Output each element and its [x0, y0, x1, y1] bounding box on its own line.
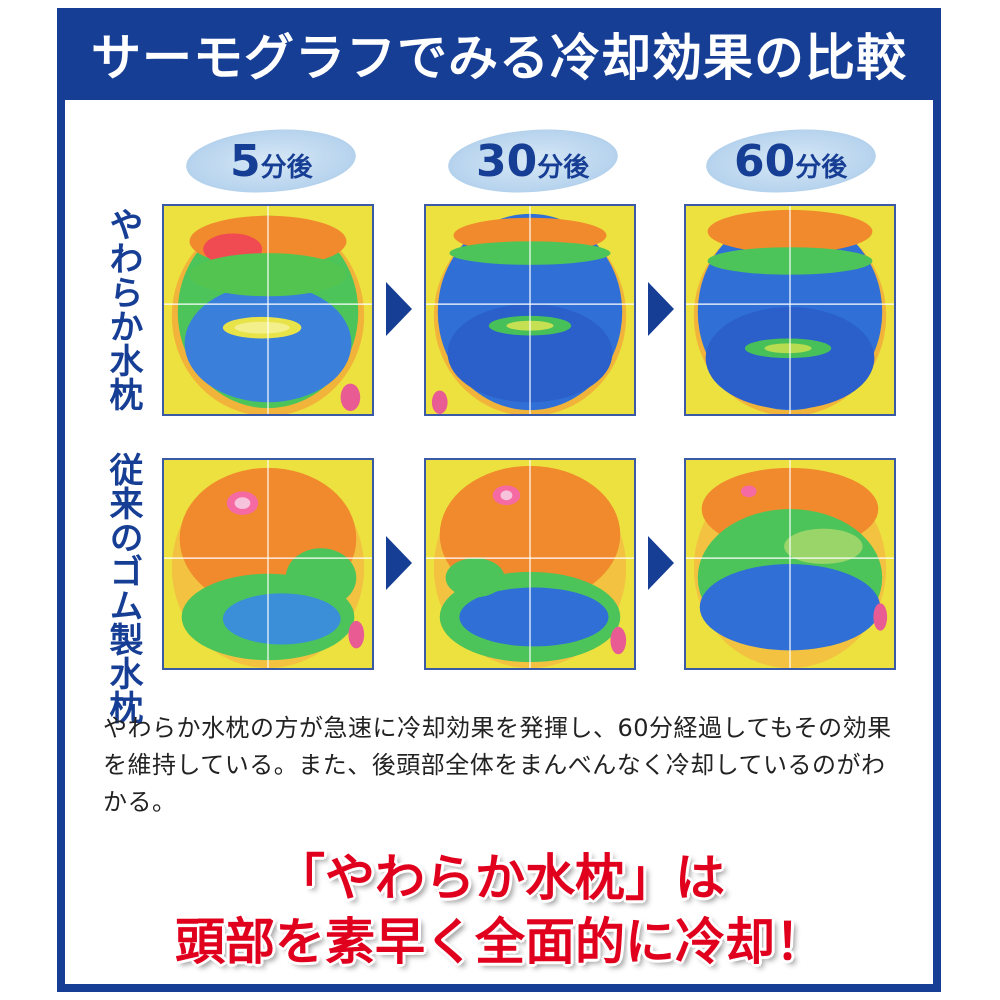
- description-text: やわらか水枕の方が急速に冷却効果を発揮し、60分経過してもその効果を維持している…: [103, 714, 892, 816]
- time-number: 5: [229, 135, 261, 187]
- time-number: 30: [476, 135, 538, 187]
- slogan-line-2: 頭部を素早く全面的に冷却！: [175, 913, 825, 971]
- row-label-rubber-pillow: 従来のゴム製水枕: [103, 452, 143, 724]
- thermograph-image: [686, 460, 894, 668]
- page-title: サーモグラフでみる冷却効果の比較: [91, 29, 907, 87]
- thermograph-rubber-60min: [684, 458, 896, 670]
- time-unit: 分後: [260, 152, 313, 183]
- arrow-right-icon: [386, 536, 412, 590]
- title-bar: サーモグラフでみる冷却効果の比較: [57, 8, 941, 100]
- arrow-right-icon: [386, 282, 412, 336]
- thermograph-rubber-30min: [424, 458, 636, 670]
- thermograph-image: [686, 206, 894, 414]
- thermograph-soft-30min: [424, 204, 636, 416]
- arrow-right-icon: [648, 536, 674, 590]
- thermograph-image: [426, 206, 634, 414]
- thermograph-image: [426, 460, 634, 668]
- time-unit: 分後: [537, 152, 590, 183]
- thermograph-image: [164, 460, 372, 668]
- thermograph-image: [164, 206, 372, 414]
- slogan-line-1: 「やわらか水枕」は: [275, 849, 725, 907]
- thermograph-rubber-5min: [162, 458, 374, 670]
- thermograph-soft-5min: [162, 204, 374, 416]
- thermograph-soft-60min: [684, 204, 896, 416]
- row-label-soft-pillow: やわらか水枕: [103, 207, 143, 411]
- arrow-right-icon: [648, 282, 674, 336]
- time-number: 60: [734, 135, 796, 187]
- time-unit: 分後: [795, 152, 848, 183]
